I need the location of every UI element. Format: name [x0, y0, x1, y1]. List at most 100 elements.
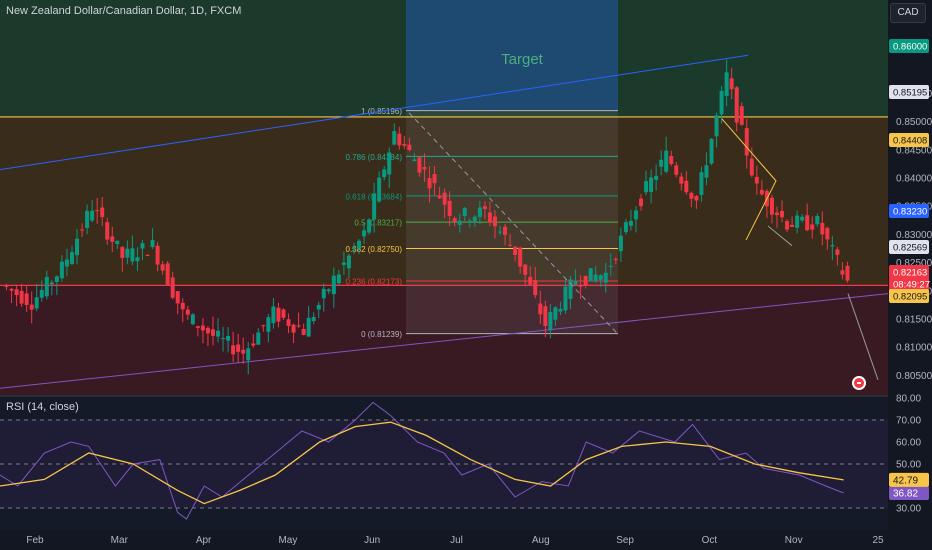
candle-body	[9, 288, 14, 291]
forecast-arrow	[847, 293, 879, 380]
candle-body	[729, 78, 734, 90]
x-tick-label: Apr	[196, 535, 212, 546]
candle-body	[210, 329, 215, 336]
x-tick-label: Oct	[702, 535, 718, 546]
candle-body	[528, 276, 533, 285]
candle-body	[845, 265, 850, 281]
candle-body	[160, 264, 165, 271]
price-tag	[889, 289, 929, 303]
candle-body	[130, 248, 135, 262]
candle-body	[422, 166, 427, 170]
dashed-projection	[408, 112, 619, 335]
candle-body	[649, 177, 654, 192]
candle-body	[236, 344, 241, 352]
candle-body	[543, 306, 548, 327]
x-tick-label: Sep	[616, 535, 634, 546]
target-label: Target	[501, 51, 544, 68]
y-tick-label: 0.82500	[896, 258, 932, 269]
x-tick-label: Aug	[532, 535, 550, 546]
candle-body	[774, 212, 779, 216]
candle-body	[487, 212, 492, 223]
candle-body	[412, 159, 417, 162]
candle-body	[664, 150, 669, 172]
candle-body	[477, 207, 482, 217]
rsi-y-tick-label: 80.00	[896, 394, 921, 405]
candle-body	[54, 276, 59, 282]
fib-label: 0.382 (0.82750)	[346, 245, 403, 254]
candle-body	[69, 252, 74, 265]
small-projection	[767, 225, 793, 247]
candle-body	[402, 143, 407, 146]
candle-body	[442, 192, 447, 205]
candle-body	[185, 309, 190, 315]
rsi-series-line	[0, 421, 844, 505]
price-tag-label: 0.82095	[893, 292, 927, 303]
candle-body	[835, 249, 840, 255]
candle-body	[523, 264, 528, 275]
candle-body	[825, 227, 830, 240]
candle-body	[810, 224, 815, 230]
target-zone	[406, 0, 618, 111]
candle-body	[795, 215, 800, 228]
candle-body	[598, 275, 603, 280]
candle-body	[472, 216, 477, 222]
candle-body	[357, 240, 362, 249]
candle-body	[790, 224, 795, 228]
candle-body	[115, 240, 120, 244]
candle-body	[251, 343, 256, 346]
candle-body	[281, 309, 286, 318]
price-tag-label: 08:49:27	[893, 280, 930, 291]
candle-body	[654, 175, 659, 180]
candle-body	[291, 324, 296, 333]
candle-body	[180, 302, 185, 310]
candle-body	[538, 303, 543, 315]
candle-body	[628, 220, 633, 226]
candle-body	[548, 312, 553, 331]
y-tick-label: 0.81000	[896, 343, 932, 354]
price-tag	[889, 277, 929, 291]
candle-body	[754, 176, 759, 184]
candle-body	[256, 332, 261, 345]
candle-body	[326, 289, 331, 292]
candle-body	[603, 272, 608, 283]
candle-body	[674, 165, 679, 175]
yellow-triangle	[721, 118, 777, 241]
candle-body	[734, 87, 739, 123]
y-tick-label: 0.84000	[896, 174, 932, 185]
rsi-y-tick-label: 30.00	[896, 504, 921, 515]
candle-body	[392, 131, 397, 145]
candle-body	[583, 275, 588, 286]
candle-body	[216, 330, 221, 337]
candle-body	[246, 348, 251, 361]
candle-body	[553, 307, 558, 320]
alert-icon[interactable]	[852, 376, 866, 390]
candle-body	[372, 193, 377, 220]
x-tick-label: Jun	[364, 535, 380, 546]
candle-body	[805, 215, 810, 231]
candle-body	[724, 72, 729, 97]
candle-body	[346, 255, 351, 269]
candle-body	[377, 177, 382, 202]
candle-body	[608, 265, 613, 267]
candle-body	[498, 231, 503, 233]
candle-body	[623, 222, 628, 233]
candle-body	[613, 259, 618, 261]
candle-body	[226, 336, 231, 341]
chart-title: New Zealand Dollar/Canadian Dollar, 1D, …	[6, 5, 242, 17]
x-tick-label: Feb	[26, 535, 44, 546]
candle-body	[427, 178, 432, 189]
candle-body	[508, 244, 513, 246]
candle-body	[749, 158, 754, 176]
candle-body	[95, 210, 100, 212]
candle-body	[59, 261, 64, 279]
candle-body	[75, 238, 80, 256]
candle-body	[155, 245, 160, 265]
currency-selector[interactable]: CAD	[890, 3, 926, 23]
candle-body	[261, 325, 266, 327]
y-tick-label: 0.81500	[896, 314, 932, 325]
candle-body	[719, 91, 724, 115]
candle-body	[241, 349, 246, 354]
price-tag	[889, 85, 929, 99]
candle-body	[563, 286, 568, 311]
